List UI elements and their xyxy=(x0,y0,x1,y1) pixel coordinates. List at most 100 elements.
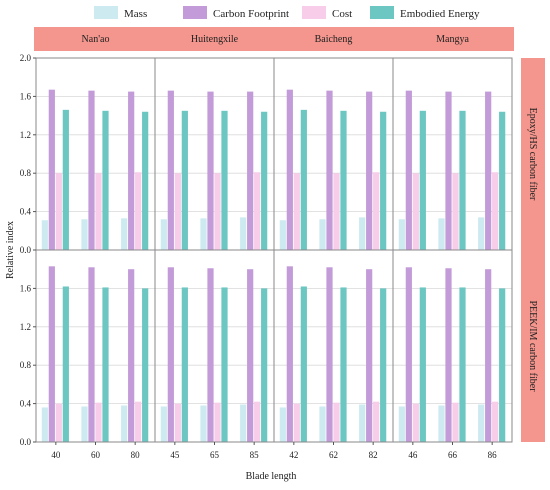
bar-r1-c3-g0-s0 xyxy=(398,406,405,442)
y-tick-label-r1-4: 1.6 xyxy=(20,283,32,293)
x-tick-label-c3-0: 46 xyxy=(408,450,418,460)
y-tick-label-r1-1: 0.4 xyxy=(20,399,32,409)
bar-r1-c3-g2-s1 xyxy=(485,269,492,442)
bar-r0-c3-g2-s1 xyxy=(485,91,492,250)
bar-r0-c2-g1-s2 xyxy=(333,173,340,250)
bar-r0-c3-g2-s3 xyxy=(499,111,506,250)
bar-r0-c3-g2-s2 xyxy=(492,172,499,250)
x-axis: 40 60 80 45 65 85 42 62 82 46 66 86 xyxy=(51,442,497,460)
bar-r1-c1-g1-s2 xyxy=(214,402,221,442)
bar-r0-c2-g0-s2 xyxy=(293,173,300,250)
bar-r1-c2-g0-s1 xyxy=(286,266,293,442)
bar-r1-c1-g0-s2 xyxy=(174,403,181,442)
bar-r0-c3-g0-s3 xyxy=(419,110,426,250)
row-strip-label-0: Epoxy/HS carbon fiber xyxy=(527,108,538,201)
bar-r1-c3-g2-s3 xyxy=(499,288,506,442)
x-tick-label-c1-1: 65 xyxy=(210,450,220,460)
bar-r1-c3-g1-s0 xyxy=(438,405,445,442)
legend: Mass Carbon Footprint Cost Embodied Energy xyxy=(94,6,480,20)
column-strip-label-0: Nan'ao xyxy=(82,34,110,45)
bar-r0-c0-g1-s3 xyxy=(102,110,109,250)
bar-r0-c1-g1-s2 xyxy=(214,173,221,250)
bar-r1-c2-g1-s3 xyxy=(340,287,347,442)
bar-r1-c3-g0-s2 xyxy=(412,403,419,442)
row-strips: Epoxy/HS carbon fiber PEEK/IM carbon fibe… xyxy=(521,58,545,442)
bar-r0-c1-g0-s3 xyxy=(181,110,188,250)
bar-r1-c1-g2-s3 xyxy=(261,288,268,442)
bar-r0-c0-g2-s1 xyxy=(128,91,135,250)
y-tick-label-r1-0: 0.0 xyxy=(20,437,32,447)
legend-swatch-1 xyxy=(183,6,207,19)
bar-r1-c2-g2-s0 xyxy=(359,404,366,442)
bar-r0-c3-g0-s0 xyxy=(398,219,405,250)
bar-r1-c0-g2-s2 xyxy=(135,401,142,442)
bar-r0-c0-g0-s0 xyxy=(41,220,48,250)
bar-r1-c2-g0-s2 xyxy=(293,403,300,442)
bar-r0-c0-g2-s2 xyxy=(135,172,142,250)
bar-r0-c1-g0-s2 xyxy=(174,173,181,250)
bar-r1-c0-g2-s0 xyxy=(121,405,128,442)
bar-r0-c1-g0-s0 xyxy=(160,219,167,250)
bar-r0-c3-g1-s2 xyxy=(452,173,459,250)
bar-r0-c0-g1-s0 xyxy=(81,219,88,250)
bar-r0-c0-g0-s2 xyxy=(55,173,62,250)
x-tick-label-c0-2: 80 xyxy=(131,450,141,460)
bar-r0-c3-g1-s0 xyxy=(438,218,445,250)
y-axis-title: Relative index xyxy=(5,221,16,279)
bar-r1-c2-g2-s3 xyxy=(380,288,387,442)
bar-r0-c2-g0-s3 xyxy=(300,109,307,250)
bar-r0-c0-g1-s1 xyxy=(88,90,95,250)
y-tick-label-r0-0: 0.0 xyxy=(20,245,32,255)
bar-r1-c2-g1-s0 xyxy=(319,406,326,442)
bar-r1-c1-g1-s1 xyxy=(207,268,214,442)
bar-r0-c2-g1-s1 xyxy=(326,90,333,250)
x-tick-label-c0-0: 40 xyxy=(51,450,61,460)
column-strips: Nan'ao Huitengxile Baicheng Mangya xyxy=(34,27,514,51)
y-tick-label-r0-5: 2.0 xyxy=(20,53,32,63)
bar-r0-c1-g2-s0 xyxy=(240,217,247,250)
bar-r1-c0-g2-s3 xyxy=(142,288,149,442)
y-tick-label-r1-2: 0.8 xyxy=(20,360,32,370)
bar-r0-c2-g2-s0 xyxy=(359,217,366,250)
bar-r0-c1-g2-s2 xyxy=(254,172,261,250)
bar-r0-c2-g2-s1 xyxy=(366,91,373,250)
bar-r1-c3-g2-s0 xyxy=(478,404,485,442)
bar-r0-c0-g0-s3 xyxy=(62,109,69,250)
bar-r1-c1-g0-s1 xyxy=(167,267,174,442)
x-tick-label-c2-0: 42 xyxy=(289,450,298,460)
row-strip-label-1: PEEK/IM carbon fiber xyxy=(527,300,538,392)
x-tick-label-c1-0: 45 xyxy=(170,450,180,460)
bar-r0-c1-g0-s1 xyxy=(167,90,174,250)
bar-r0-c3-g2-s0 xyxy=(478,217,485,250)
x-tick-label-c1-2: 85 xyxy=(250,450,260,460)
bar-r1-c3-g1-s2 xyxy=(452,402,459,442)
bar-r1-c1-g0-s3 xyxy=(181,287,188,442)
column-strip-label-3: Mangya xyxy=(436,34,469,45)
bar-r0-c2-g0-s1 xyxy=(286,89,293,251)
y-tick-label-r1-3: 1.2 xyxy=(20,322,31,332)
column-strip-label-2: Baicheng xyxy=(315,34,353,45)
y-axis: 0.0 0.4 0.8 1.2 1.6 2.0 0.0 0.4 0.8 1.2 1.6 xyxy=(20,53,36,447)
bar-r1-c0-g1-s2 xyxy=(95,402,102,442)
bar-r1-c1-g2-s0 xyxy=(240,404,247,442)
bar-r0-c1-g2-s3 xyxy=(261,111,268,250)
panels xyxy=(35,57,513,443)
column-strip-band xyxy=(34,27,514,51)
bar-r0-c1-g2-s1 xyxy=(247,91,254,250)
bar-r1-c3-g1-s3 xyxy=(459,287,466,442)
legend-label-2: Cost xyxy=(332,8,352,20)
bar-r1-c3-g0-s3 xyxy=(419,287,426,442)
legend-swatch-0 xyxy=(94,6,118,19)
bar-r0-c3-g0-s2 xyxy=(412,173,419,250)
x-tick-label-c3-1: 66 xyxy=(448,450,458,460)
row-strip-band xyxy=(521,58,545,442)
bar-r1-c2-g0-s0 xyxy=(279,407,286,442)
bar-r1-c3-g1-s1 xyxy=(445,268,452,442)
bar-r1-c1-g0-s0 xyxy=(160,406,167,442)
x-axis-title: Blade length xyxy=(246,471,297,482)
bar-r0-c0-g0-s1 xyxy=(48,89,55,251)
bar-r0-c2-g2-s2 xyxy=(373,172,380,250)
bar-r0-c1-g1-s3 xyxy=(221,110,228,250)
x-tick-label-c2-2: 82 xyxy=(369,450,378,460)
